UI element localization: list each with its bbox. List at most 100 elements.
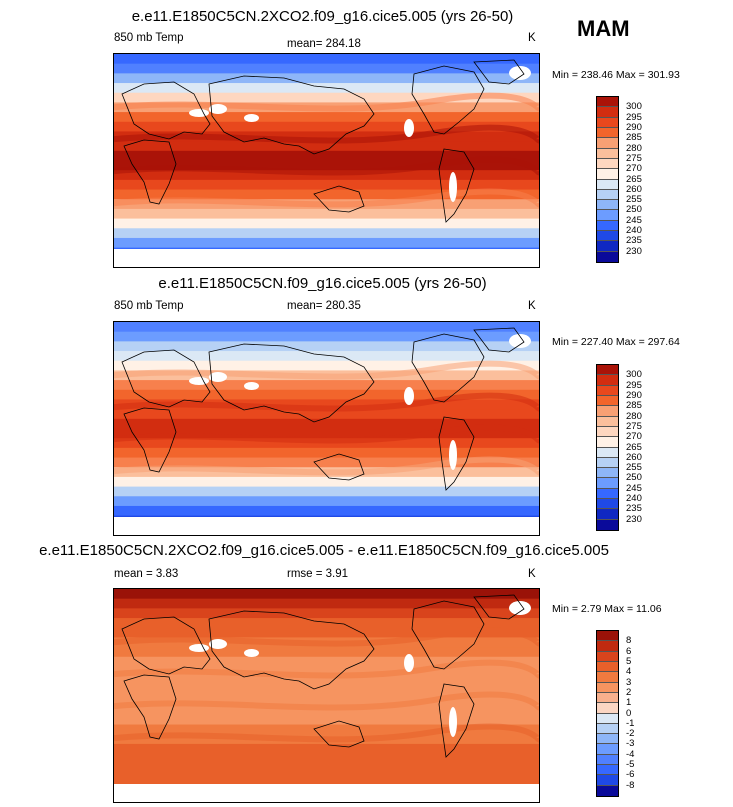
colorbar-tick-label: 1 (626, 697, 632, 709)
latitude-band (114, 63, 539, 74)
colorbar-swatch (597, 661, 618, 673)
coastline (121, 616, 211, 675)
colorbar-swatch (597, 754, 618, 766)
colorbar-tick-label: 280 (626, 410, 642, 422)
missing-data-region (404, 387, 414, 405)
colorbar-swatch (597, 375, 618, 386)
latitude-band (114, 150, 539, 162)
colorbar-swatch (597, 251, 618, 262)
colorbar-tick-label: 260 (626, 183, 642, 195)
colorbar-tick-label: 285 (626, 132, 642, 144)
colorbar-swatch (597, 723, 618, 735)
latitude-band (114, 685, 539, 697)
missing-data-region (189, 644, 209, 652)
latitude-band (114, 656, 539, 668)
latitude-band (114, 54, 539, 65)
colorbar-swatch (597, 241, 618, 252)
latitude-band (114, 476, 539, 488)
latitude-band (114, 598, 539, 609)
colorbar-swatch (597, 631, 618, 642)
latitude-band (114, 322, 539, 333)
colorbar-swatch (597, 437, 618, 448)
temperature-difference-field (114, 589, 539, 802)
colorbar-swatch (597, 127, 618, 139)
latitude-band (114, 647, 539, 658)
min-max-label: Min = 227.40 Max = 297.64 (552, 336, 680, 348)
colorbar-swatch (597, 179, 618, 190)
colorbar-tick-label: 8 (626, 635, 632, 647)
colorbar-swatch (597, 447, 618, 458)
latitude-band (114, 351, 539, 362)
colorbar (596, 96, 619, 263)
latitude-band (114, 92, 539, 104)
variable-label: 850 mb Temp (114, 32, 184, 44)
colorbar-tick-label: 230 (626, 513, 642, 525)
colorbar-swatch (597, 478, 618, 489)
missing-data-region (189, 377, 209, 385)
latitude-band (114, 360, 539, 372)
colorbar-tick-label: 285 (626, 400, 642, 412)
colorbar-swatch (597, 169, 618, 180)
latitude-band (114, 695, 539, 706)
colorbar-swatch (597, 231, 618, 242)
colorbar-swatch (597, 651, 618, 662)
colorbar-swatch (597, 200, 618, 211)
latitude-band (114, 428, 539, 439)
season-label: MAM (577, 16, 630, 41)
colorbar-swatch (597, 416, 618, 427)
latitude-band (114, 73, 539, 84)
colorbar-swatch (597, 385, 618, 396)
latitude-band (114, 380, 539, 391)
coastline (208, 610, 375, 690)
colorbar-tick-label: 270 (626, 431, 642, 443)
coastline (313, 453, 365, 481)
colorbar-swatch (597, 682, 618, 693)
field-contour (114, 424, 539, 444)
missing-data-region (449, 440, 457, 470)
colorbar-swatch (597, 220, 618, 232)
latitude-band (114, 418, 539, 430)
colorbar-tick-label: 265 (626, 173, 642, 185)
colorbar-tick-label: 290 (626, 389, 642, 401)
latitude-band (114, 83, 539, 94)
field-contour (114, 156, 539, 176)
coastline (121, 349, 211, 408)
temperature-field (114, 322, 539, 535)
missing-data-region (114, 784, 539, 802)
missing-data-region (209, 639, 227, 649)
latitude-band (114, 724, 539, 735)
colorbar-tick-label: -5 (626, 759, 635, 771)
colorbar-swatch (597, 406, 618, 417)
colorbar-tick-label: 300 (626, 369, 642, 381)
latitude-band (114, 457, 539, 468)
latitude-band (114, 121, 539, 133)
latitude-band (114, 331, 539, 342)
colorbar-swatch (597, 734, 618, 745)
panel-title: e.e11.E1850C5CN.f09_g16.cice5.005 (yrs 2… (158, 275, 487, 292)
colorbar-tick-label: 6 (626, 645, 632, 657)
units-label: K (528, 32, 536, 44)
colorbar-tick-label: 255 (626, 194, 642, 206)
colorbar-tick-label: 260 (626, 451, 642, 463)
min-max-label: Min = 2.79 Max = 11.06 (552, 603, 662, 615)
colorbar-tick-label: 3 (626, 676, 632, 688)
latitude-band (114, 218, 539, 229)
colorbar-tick-label: -3 (626, 738, 635, 750)
colorbar-tick-label: 245 (626, 482, 642, 494)
missing-data-region (509, 601, 531, 615)
variable-label: 850 mb Temp (114, 300, 184, 312)
coastline (438, 148, 475, 223)
coastline (313, 185, 365, 213)
missing-data-region (509, 66, 531, 80)
coastline (473, 327, 525, 353)
latitude-band (114, 763, 539, 774)
coastline (123, 674, 177, 740)
colorbar (596, 364, 619, 531)
missing-data-region (189, 109, 209, 117)
colorbar-tick-label: 240 (626, 225, 642, 237)
colorbar-tick-label: 235 (626, 503, 642, 515)
missing-data-region (114, 517, 539, 535)
min-max-label: Min = 238.46 Max = 301.93 (552, 69, 680, 81)
colorbar (596, 630, 619, 797)
colorbar-tick-label: 275 (626, 152, 642, 164)
